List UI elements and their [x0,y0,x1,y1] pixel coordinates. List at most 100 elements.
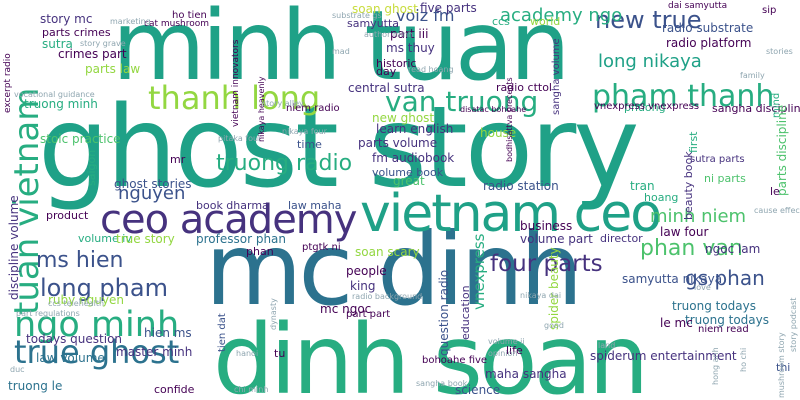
cloud-word: learn english [376,122,454,136]
cloud-word: thi [776,361,791,374]
cloud-word: master minh [116,345,193,359]
cloud-word: cat mushroom [144,19,209,29]
cloud-word: long nikaya [598,51,702,72]
cloud-word: five parts [420,1,477,15]
cloud-word: stories [766,47,793,56]
cloud-word: spider beauty [547,247,561,330]
cloud-word: tu [274,347,286,360]
cloud-word: hien ms [144,326,192,340]
cloud-word: ho tien [172,10,207,21]
cloud-word: maha sangha [485,367,567,381]
cloud-word: four parts [490,251,603,277]
cloud-word: phuong [624,101,666,114]
cloud-word: spiderum entertainment [590,349,737,363]
cloud-word: ms thuy [386,41,435,55]
cloud-word: mc dinh [205,211,583,328]
cloud-word: mind [771,92,782,118]
cloud-word: radio cttol [496,81,552,94]
cloud-word: good [544,321,564,330]
cloud-word: parts law [85,62,141,76]
cloud-word: truong minh [24,97,98,111]
cloud-word: confide [154,383,195,396]
cloud-word: gs phan [685,266,765,290]
cloud-word: ceo academy [100,197,357,243]
cloud-word: dai samyutta [668,1,728,11]
cloud-word: hoang [644,191,679,204]
cloud-word: volume book [372,166,444,179]
cloud-word: professor phan [196,232,287,246]
cloud-word: people [346,264,387,278]
cloud-word: discipline volume [7,195,21,300]
cloud-word: sutra parts [690,154,745,165]
cloud-word: saigon [85,149,98,186]
cloud-word: niem radio [286,103,340,114]
cloud-word: vietnam innovators [231,39,241,127]
cloud-word: house [480,126,517,140]
cloud-word: part part [346,309,391,320]
cloud-word: sangha book [416,379,468,388]
cloud-word: land [598,341,616,350]
cloud-word: king [350,279,376,293]
cloud-word: story alley [262,99,304,108]
cloud-word: truong todays [672,299,756,313]
cloud-word: parts discipline [775,104,789,196]
cloud-word: part regulations [16,309,80,318]
cloud-word: radio station [483,179,559,193]
cloud-word: time [297,138,322,151]
cloud-word: bodhisattva precepts [505,77,514,162]
cloud-word: great [393,174,425,188]
cloud-word: phan [246,245,274,258]
cloud-word: story podcast [789,297,798,352]
cloud-word: pitaka four [218,134,262,143]
cloud-word: mc ngoc [320,302,372,316]
cloud-word: world [530,15,561,28]
cloud-word: pham thanh [592,79,775,114]
cloud-word: business [520,219,573,233]
cloud-word: le mc [660,316,693,330]
cloud-word: mr [170,153,186,166]
cloud-word: hong anh [711,347,720,385]
cloud-word: ptgtk ni [302,242,341,253]
cloud-word: part iii [390,27,429,41]
cloud-word: academy ngo [500,5,623,26]
cloud-word: day [376,65,397,78]
cloud-word: truong le [8,379,63,393]
cloud-word: true story [116,232,175,246]
cloud-word: ngo minh [14,305,180,345]
cloud-word: nikaya heavenly [257,76,266,142]
cloud-word: long pham [40,274,168,302]
cloud-word: minh niem [650,206,747,227]
cloud-word: marketing [110,17,151,26]
cloud-word: new ghost [372,111,435,125]
cloud-word: tien dat [217,313,228,352]
cloud-word: substrate gs [332,11,382,20]
cloud-word: question radio [437,269,451,356]
cloud-word: ghost stories [114,177,192,191]
cloud-word: voiz fm [396,6,455,25]
cloud-word: nikaya dai [520,291,562,300]
cloud-word: ccs [492,15,510,28]
cloud-word: read hoang [408,65,454,74]
cloud-word: parts volume [358,136,438,150]
cloud-word: author minh [364,30,414,39]
cloud-word: story grave [80,39,126,48]
cloud-word: sip [762,5,777,16]
cloud-word: sutra [42,37,73,51]
cloud-word: book dharma [196,199,269,212]
cloud-word: niem read [698,324,749,335]
cloud-word: new true [595,6,702,34]
cloud-word: sangha volume [551,38,562,115]
cloud-word: todays question [26,332,123,346]
cloud-word: duc [10,365,25,374]
cloud-word: first [687,131,700,154]
cloud-word: disatac bohoahe [460,105,527,114]
cloud-word: law maha [288,199,342,212]
cloud-word: law volume [36,351,105,365]
cloud-word: ni parts [704,172,746,185]
cloud-word: chi minh [234,385,269,394]
cloud-word: vnexpress [470,233,488,310]
cloud-word: volume ii [488,337,525,346]
cloud-word: hanoi [236,349,259,358]
cloud-word: excerpt radio [3,53,13,113]
